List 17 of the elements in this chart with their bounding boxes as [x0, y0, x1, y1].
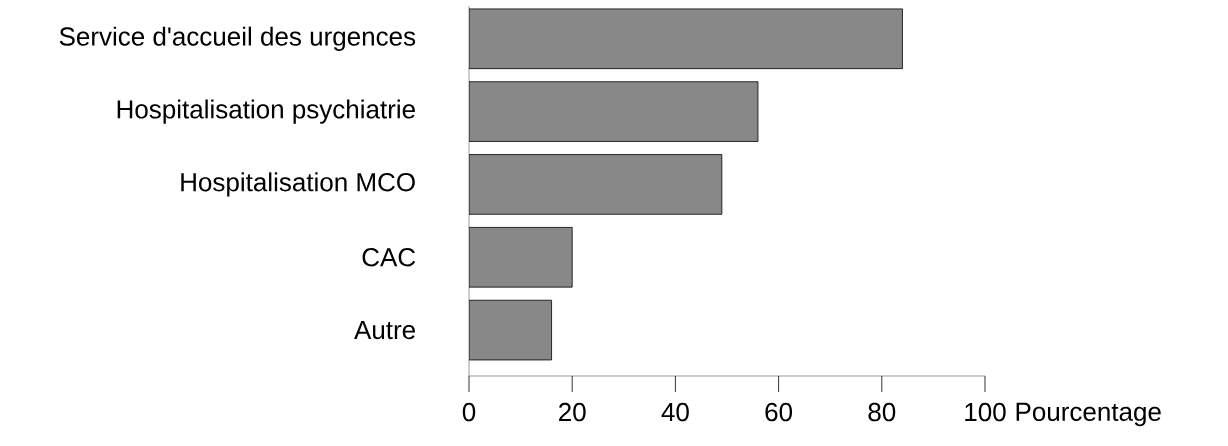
y-tick-label: Autre — [354, 321, 415, 340]
bar — [469, 299, 552, 361]
x-tick-label: 80 — [868, 402, 896, 422]
bar — [469, 8, 903, 70]
y-tick-label: Hospitalisation MCO — [181, 172, 415, 197]
x-tick-label: 0 — [462, 402, 476, 422]
x-tick-label: 60 — [765, 402, 793, 422]
x-tick-label: 20 — [559, 402, 586, 422]
x-tick-label: 100 — [965, 402, 1006, 422]
bar — [469, 81, 759, 142]
bar — [469, 227, 573, 288]
y-tick-label: Service d'accueil des urgences — [59, 26, 416, 51]
x-tick-label: 40 — [661, 402, 689, 422]
x-axis-title: Pourcentage — [1016, 402, 1161, 427]
y-tick-label: Hospitalisation psychiatrie — [117, 99, 415, 124]
y-tick-label: CAC — [362, 248, 416, 267]
bar — [469, 154, 723, 215]
